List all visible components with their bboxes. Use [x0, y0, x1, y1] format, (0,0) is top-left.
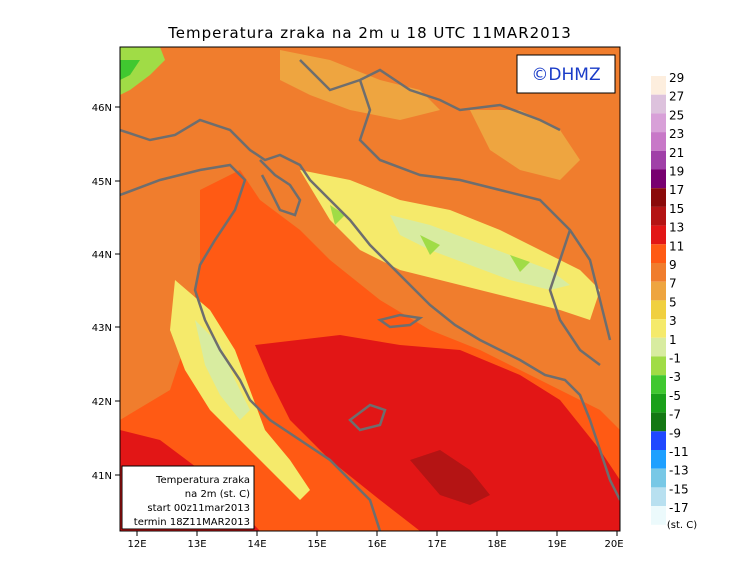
lon-label-13: 13E [187, 539, 206, 550]
legend-label: 1 [669, 333, 677, 347]
legend-label: 15 [669, 202, 684, 216]
lon-label-18: 18E [487, 539, 506, 550]
legend-swatch [651, 487, 666, 507]
legend-label: -11 [669, 445, 689, 459]
legend-label: -7 [669, 408, 681, 422]
dhmz-logo: ©DHMZ [516, 54, 616, 94]
legend-label: 23 [669, 127, 684, 141]
lon-label-14: 14E [247, 539, 266, 550]
lat-label-42: 42N [92, 397, 112, 408]
color-legend: 29 27 25 23 21 19 17 15 13 11 9 7 5 3 1 -1 -3 -5 -7 -9 -11 -1… [651, 71, 689, 525]
lat-label-41: 41N [92, 471, 112, 482]
lat-label-46: 46N [92, 103, 112, 114]
legend-swatch [651, 393, 666, 413]
legend-label: -3 [669, 370, 681, 384]
legend-unit: (st. C) [667, 520, 697, 531]
legend-label: 5 [669, 295, 677, 309]
lon-label-15: 15E [307, 539, 326, 550]
temperature-field [120, 47, 620, 531]
legend-label: 29 [669, 71, 684, 85]
legend-label: -17 [669, 501, 689, 515]
info-line-2: na 2m (st. C) [185, 489, 250, 500]
legend-swatch [651, 319, 666, 338]
legend-swatch [651, 300, 666, 320]
legend-label: 9 [669, 258, 677, 272]
legend-label: 11 [669, 239, 684, 253]
legend-label: -9 [669, 426, 681, 440]
info-line-1: Temperatura zraka [155, 475, 250, 486]
legend-swatch [651, 281, 666, 301]
info-box: Temperatura zraka na 2m (st. C) start 00… [121, 465, 255, 530]
legend-swatch [651, 132, 666, 151]
legend-swatch [651, 375, 666, 394]
legend-label: 13 [669, 221, 684, 235]
legend-label: -5 [669, 389, 681, 403]
latitude-axis: 46N 45N 44N 43N 42N 41N [92, 103, 120, 482]
info-line-3: start 00z11mar2013 [147, 503, 250, 514]
legend-swatch [651, 450, 666, 469]
legend-label: 17 [669, 183, 684, 197]
lon-label-19: 19E [547, 539, 566, 550]
lon-label-17: 17E [427, 539, 446, 550]
map-frame [119, 46, 621, 532]
longitude-axis: 12E 13E 14E 15E 16E 17E 18E 19E 20E [127, 531, 624, 550]
legend-label: 7 [669, 277, 677, 291]
lat-label-43: 43N [92, 323, 112, 334]
legend-label: -1 [669, 352, 681, 366]
logo-text: ©DHMZ [531, 65, 600, 85]
map-title: Temperatura zraka na 2m u 18 UTC 11MAR20… [168, 24, 572, 42]
legend-swatch [651, 206, 666, 226]
legend-swatch [651, 412, 666, 432]
legend-label: 3 [669, 314, 677, 328]
lon-label-16: 16E [367, 539, 386, 550]
lon-label-12: 12E [127, 539, 146, 550]
legend-swatch [651, 263, 666, 282]
legend-label: 19 [669, 165, 684, 179]
legend-swatch [651, 169, 666, 189]
legend-swatch [651, 150, 666, 170]
legend-swatch [651, 76, 666, 95]
legend-swatch [651, 431, 666, 450]
lat-label-45: 45N [92, 177, 112, 188]
legend-swatch [651, 244, 666, 263]
coastlines [120, 59, 620, 531]
legend-label: 21 [669, 146, 684, 160]
legend-label: 27 [669, 90, 684, 104]
legend-swatch [651, 356, 666, 376]
legend-label: -15 [669, 482, 689, 496]
legend-swatch [651, 225, 666, 245]
legend-swatch [651, 113, 666, 133]
info-line-4: termin 18Z11MAR2013 [134, 517, 250, 528]
legend-label: 25 [669, 108, 684, 122]
legend-swatch [651, 337, 666, 357]
legend-swatch [651, 468, 666, 488]
legend-swatch [651, 188, 666, 207]
legend-label: -13 [669, 464, 689, 478]
lon-label-20: 20E [604, 539, 623, 550]
legend-swatch [651, 506, 666, 525]
legend-swatch [651, 94, 666, 114]
lat-label-44: 44N [92, 250, 112, 261]
